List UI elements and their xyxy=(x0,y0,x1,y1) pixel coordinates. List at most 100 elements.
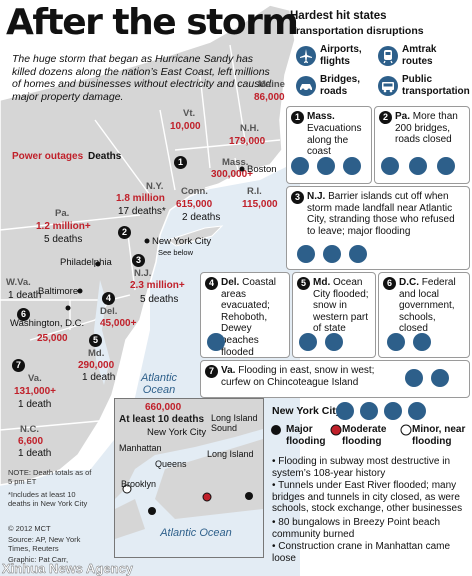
outage-nc: 6,600 xyxy=(18,436,44,447)
state-label-maine: Maine xyxy=(258,79,285,90)
inset-flood-major-2 xyxy=(245,492,253,500)
city-baltimore: Baltimore xyxy=(38,286,79,297)
card-text: Barrier islands cut off when storm made … xyxy=(307,191,455,237)
nyc-inset-map: 660,000 At least 10 deaths Long Island S… xyxy=(114,398,264,558)
train-icon xyxy=(387,333,405,351)
deaths-nc: 1 death xyxy=(18,448,52,459)
state-card-del: 4 Del. Coastal areas evacuated; Rehoboth… xyxy=(200,272,290,358)
bus-icon xyxy=(378,76,398,96)
outage-maine: 86,000 xyxy=(254,92,285,103)
major-flooding-dot xyxy=(271,425,281,435)
state-card-pa: 2 Pa. More than 200 bridges, roads close… xyxy=(374,106,470,184)
card-text: More than 200 bridges, roads closed xyxy=(395,111,458,146)
outage-vt: 10,000 xyxy=(170,121,201,132)
source: Source: AP, New York Times, Reuters xyxy=(8,535,81,553)
bus-icon xyxy=(343,157,361,175)
inset-nyc-label: New York City xyxy=(147,427,207,438)
outage-nh: 179,000 xyxy=(229,136,266,147)
east-coast-land xyxy=(0,4,296,486)
flood-legend-moderate: Moderate flooding xyxy=(342,424,387,447)
deaths-va: 1 death xyxy=(18,399,52,410)
nyc-bullet-2: • Tunnels under East River flooded; many… xyxy=(272,480,463,515)
train-icon xyxy=(405,369,423,387)
outage-va: 131,000+ xyxy=(14,386,56,397)
card-number: 1 xyxy=(291,111,304,124)
flood-legend-dots xyxy=(271,424,412,436)
card-state-name: Mass. xyxy=(307,111,335,122)
state-card-va: 7 Va. Flooding in east, snow in west; cu… xyxy=(200,360,470,398)
outage-pa: 1.2 million+ xyxy=(36,221,91,232)
car-icon xyxy=(297,245,315,263)
state-label-pa: Pa. xyxy=(55,208,70,219)
airplane-icon xyxy=(296,46,316,66)
card-text: Ocean City flooded; snow in western part… xyxy=(313,277,369,335)
outage-conn: 615,000 xyxy=(176,199,213,210)
outage-del: 45,000+ xyxy=(100,318,137,329)
inset-ocean-label: Atlantic Ocean xyxy=(160,527,232,539)
map-marker-1: 1 xyxy=(174,156,187,169)
minor-flooding-dot xyxy=(400,424,412,436)
bus-icon xyxy=(431,369,449,387)
outage-nj: 2.3 million+ xyxy=(130,280,185,291)
state-label-va: Va. xyxy=(28,373,42,384)
state-card-nj: 3 N.J. Barrier islands cut off when stor… xyxy=(286,186,470,270)
nyc-bullet-4: • Construction crane in Manhattan came l… xyxy=(272,541,451,564)
deaths-pa: 5 deaths xyxy=(44,234,83,245)
airplane-icon xyxy=(291,157,309,175)
card-text: Evacuations along the coast xyxy=(307,123,362,158)
inset-long-island-label: Long Island xyxy=(207,449,254,459)
car-icon xyxy=(384,402,402,420)
inset-land xyxy=(115,399,263,539)
transport-label-public: Public transportation xyxy=(402,74,470,97)
state-card-md: 5 Md. Ocean City flooded; snow in wester… xyxy=(292,272,376,358)
deaths-nj: 5 deaths xyxy=(140,294,179,305)
airplane-icon xyxy=(336,402,354,420)
state-label-ny: N.Y. xyxy=(146,181,164,192)
inset-manhattan-label: Manhattan xyxy=(119,443,162,453)
card-number: 7 xyxy=(205,365,218,378)
transport-label-bridges: Bridges, roads xyxy=(320,74,361,97)
map-marker-6: 6 xyxy=(17,308,30,321)
nyc-bullet-3: • 80 bungalows in Breezy Point beach com… xyxy=(272,517,441,540)
death-note: NOTE: Death totals as of 5 pm ET xyxy=(8,468,92,486)
inset-brooklyn-label: Brooklyn xyxy=(121,479,157,489)
train-icon xyxy=(317,157,335,175)
graphic-credit: Graphic: Pat Carr, xyxy=(8,555,69,564)
flood-legend-minor: Minor, near flooding xyxy=(412,424,466,447)
car-icon xyxy=(381,157,399,175)
card-number: 4 xyxy=(205,277,218,290)
bus-icon xyxy=(408,402,426,420)
transport-label-airports: Airports, flights xyxy=(320,44,362,67)
bus-icon xyxy=(325,333,343,351)
long-island-shape xyxy=(166,225,224,247)
card-number: 2 xyxy=(379,111,392,124)
transport-label-amtrak: Amtrak routes xyxy=(402,44,437,67)
deaths-ny: 17 deaths* xyxy=(118,206,166,217)
train-icon xyxy=(299,333,317,351)
chesapeake-bay xyxy=(94,280,110,385)
card-text: Flooding in east, snow in west; curfew o… xyxy=(221,365,375,388)
state-label-md: Md. xyxy=(88,348,105,359)
card-number: 3 xyxy=(291,191,304,204)
card-state-name: Va. xyxy=(221,365,236,376)
train-icon xyxy=(378,46,398,66)
state-label-nj: N.J. xyxy=(134,268,152,279)
deaths-conn: 2 deaths xyxy=(182,212,221,223)
state-label-nc: N.C. xyxy=(20,424,39,435)
legend-deaths: Deaths xyxy=(88,151,122,162)
state-label-del: Del. xyxy=(100,306,118,317)
state-card-mass: 1 Mass. Evacuations along the coast xyxy=(286,106,372,184)
state-label-conn: Conn. xyxy=(181,186,208,197)
moderate-flooding-dot xyxy=(330,424,342,436)
card-text: Federal and local government, schools, c… xyxy=(399,277,456,335)
outage-ny: 1.8 million xyxy=(116,193,165,204)
outage-ri: 115,000 xyxy=(242,199,278,210)
map-marker-4: 4 xyxy=(102,292,115,305)
deaths-wva: 1 death xyxy=(8,290,42,301)
city-washington: Washington, D.C. xyxy=(10,318,85,329)
outage-md: 290,000 xyxy=(78,360,115,371)
philadelphia-dot xyxy=(95,261,101,267)
flood-legend-major: Major flooding xyxy=(286,424,326,447)
